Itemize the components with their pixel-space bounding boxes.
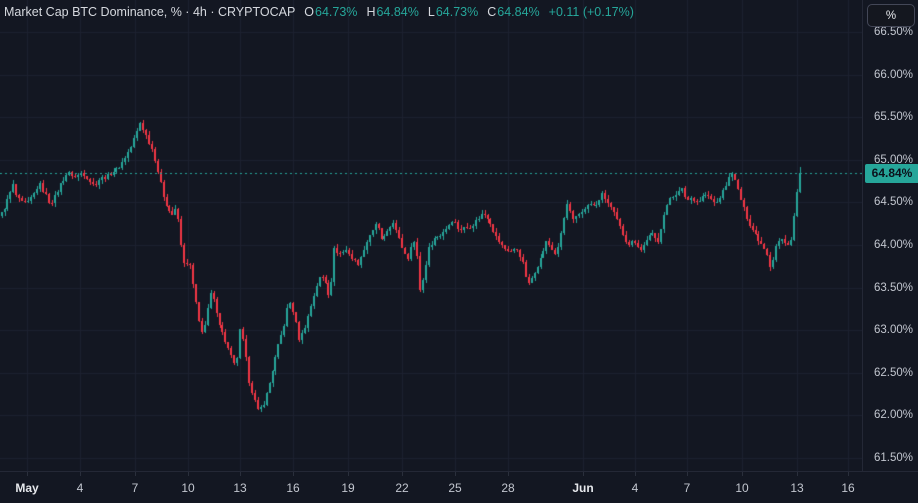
price-tick: 65.50% — [874, 111, 914, 124]
low-value: 64.73% — [435, 5, 479, 19]
legend: Market Cap BTC Dominance, % · 4h · CRYPT… — [4, 5, 634, 19]
time-tick-mark — [188, 472, 189, 476]
time-tick-mark — [848, 472, 849, 476]
time-axis[interactable]: May 4 7 10 13 16 19 22 25 28 Jun 4 7 10 13 16 — [0, 471, 918, 503]
time-tick-mark — [508, 472, 509, 476]
time-tick: 7 — [683, 481, 691, 495]
time-tick: May — [15, 481, 39, 495]
price-tick: 62.50% — [874, 366, 914, 379]
close-label: C — [487, 5, 497, 19]
time-tick: 25 — [448, 481, 462, 495]
time-tick: Jun — [572, 481, 594, 495]
price-tick: 63.50% — [874, 281, 914, 294]
time-tick: 16 — [841, 481, 855, 495]
candlestick-plot[interactable] — [0, 0, 862, 471]
time-tick-mark — [27, 472, 28, 476]
time-tick-mark — [742, 472, 743, 476]
price-tick: 63.00% — [874, 324, 914, 337]
price-tick: 66.00% — [874, 68, 914, 81]
price-tick: 64.50% — [874, 196, 914, 209]
time-tick: 10 — [181, 481, 195, 495]
time-tick: 22 — [395, 481, 409, 495]
price-tick: 62.00% — [874, 409, 914, 422]
ohlc-low: L 64.73% — [428, 5, 478, 19]
symbol-title[interactable]: Market Cap BTC Dominance, % · 4h · CRYPT… — [4, 5, 296, 19]
time-tick-mark — [797, 472, 798, 476]
time-tick-mark — [80, 472, 81, 476]
price-tick: 66.50% — [874, 26, 914, 38]
price-tick: 61.50% — [874, 452, 914, 464]
time-tick: 19 — [341, 481, 355, 495]
time-tick: 4 — [631, 481, 639, 495]
open-label: O — [304, 5, 315, 19]
time-tick: 7 — [131, 481, 139, 495]
price-axis[interactable]: 64.84% 66.50% 66.00% 65.50% 65.00% 64.50% 64.… — [862, 0, 918, 471]
time-tick-mark — [687, 472, 688, 476]
time-tick: 16 — [286, 481, 300, 495]
time-tick: 13 — [233, 481, 247, 495]
time-tick-mark — [240, 472, 241, 476]
price-tick: 65.00% — [874, 153, 914, 166]
ohlc-open: O 64.73% — [304, 5, 357, 19]
time-tick: 10 — [735, 481, 749, 495]
change-value: +0.11 (+0.17%) — [548, 5, 634, 19]
time-tick-mark — [635, 472, 636, 476]
time-tick: 28 — [501, 481, 515, 495]
time-tick: 13 — [790, 481, 804, 495]
price-tick: 64.00% — [874, 239, 914, 251]
open-value: 64.73% — [315, 5, 358, 19]
ohlc-high: H 64.84% — [366, 5, 418, 19]
ohlc-close: C 64.84% — [487, 5, 539, 19]
time-tick-mark — [455, 472, 456, 476]
percent-unit-button[interactable]: % — [867, 4, 915, 27]
time-tick-mark — [293, 472, 294, 476]
close-value: 64.84% — [497, 5, 540, 19]
last-price-badge: 64.84% — [865, 163, 918, 183]
time-tick: 4 — [76, 481, 84, 495]
high-value: 64.84% — [376, 5, 419, 19]
high-label: H — [366, 5, 376, 19]
time-tick-mark — [583, 472, 584, 476]
time-tick-mark — [402, 472, 403, 476]
low-label: L — [427, 5, 435, 19]
time-tick-mark — [135, 472, 136, 476]
time-tick-mark — [348, 472, 349, 476]
